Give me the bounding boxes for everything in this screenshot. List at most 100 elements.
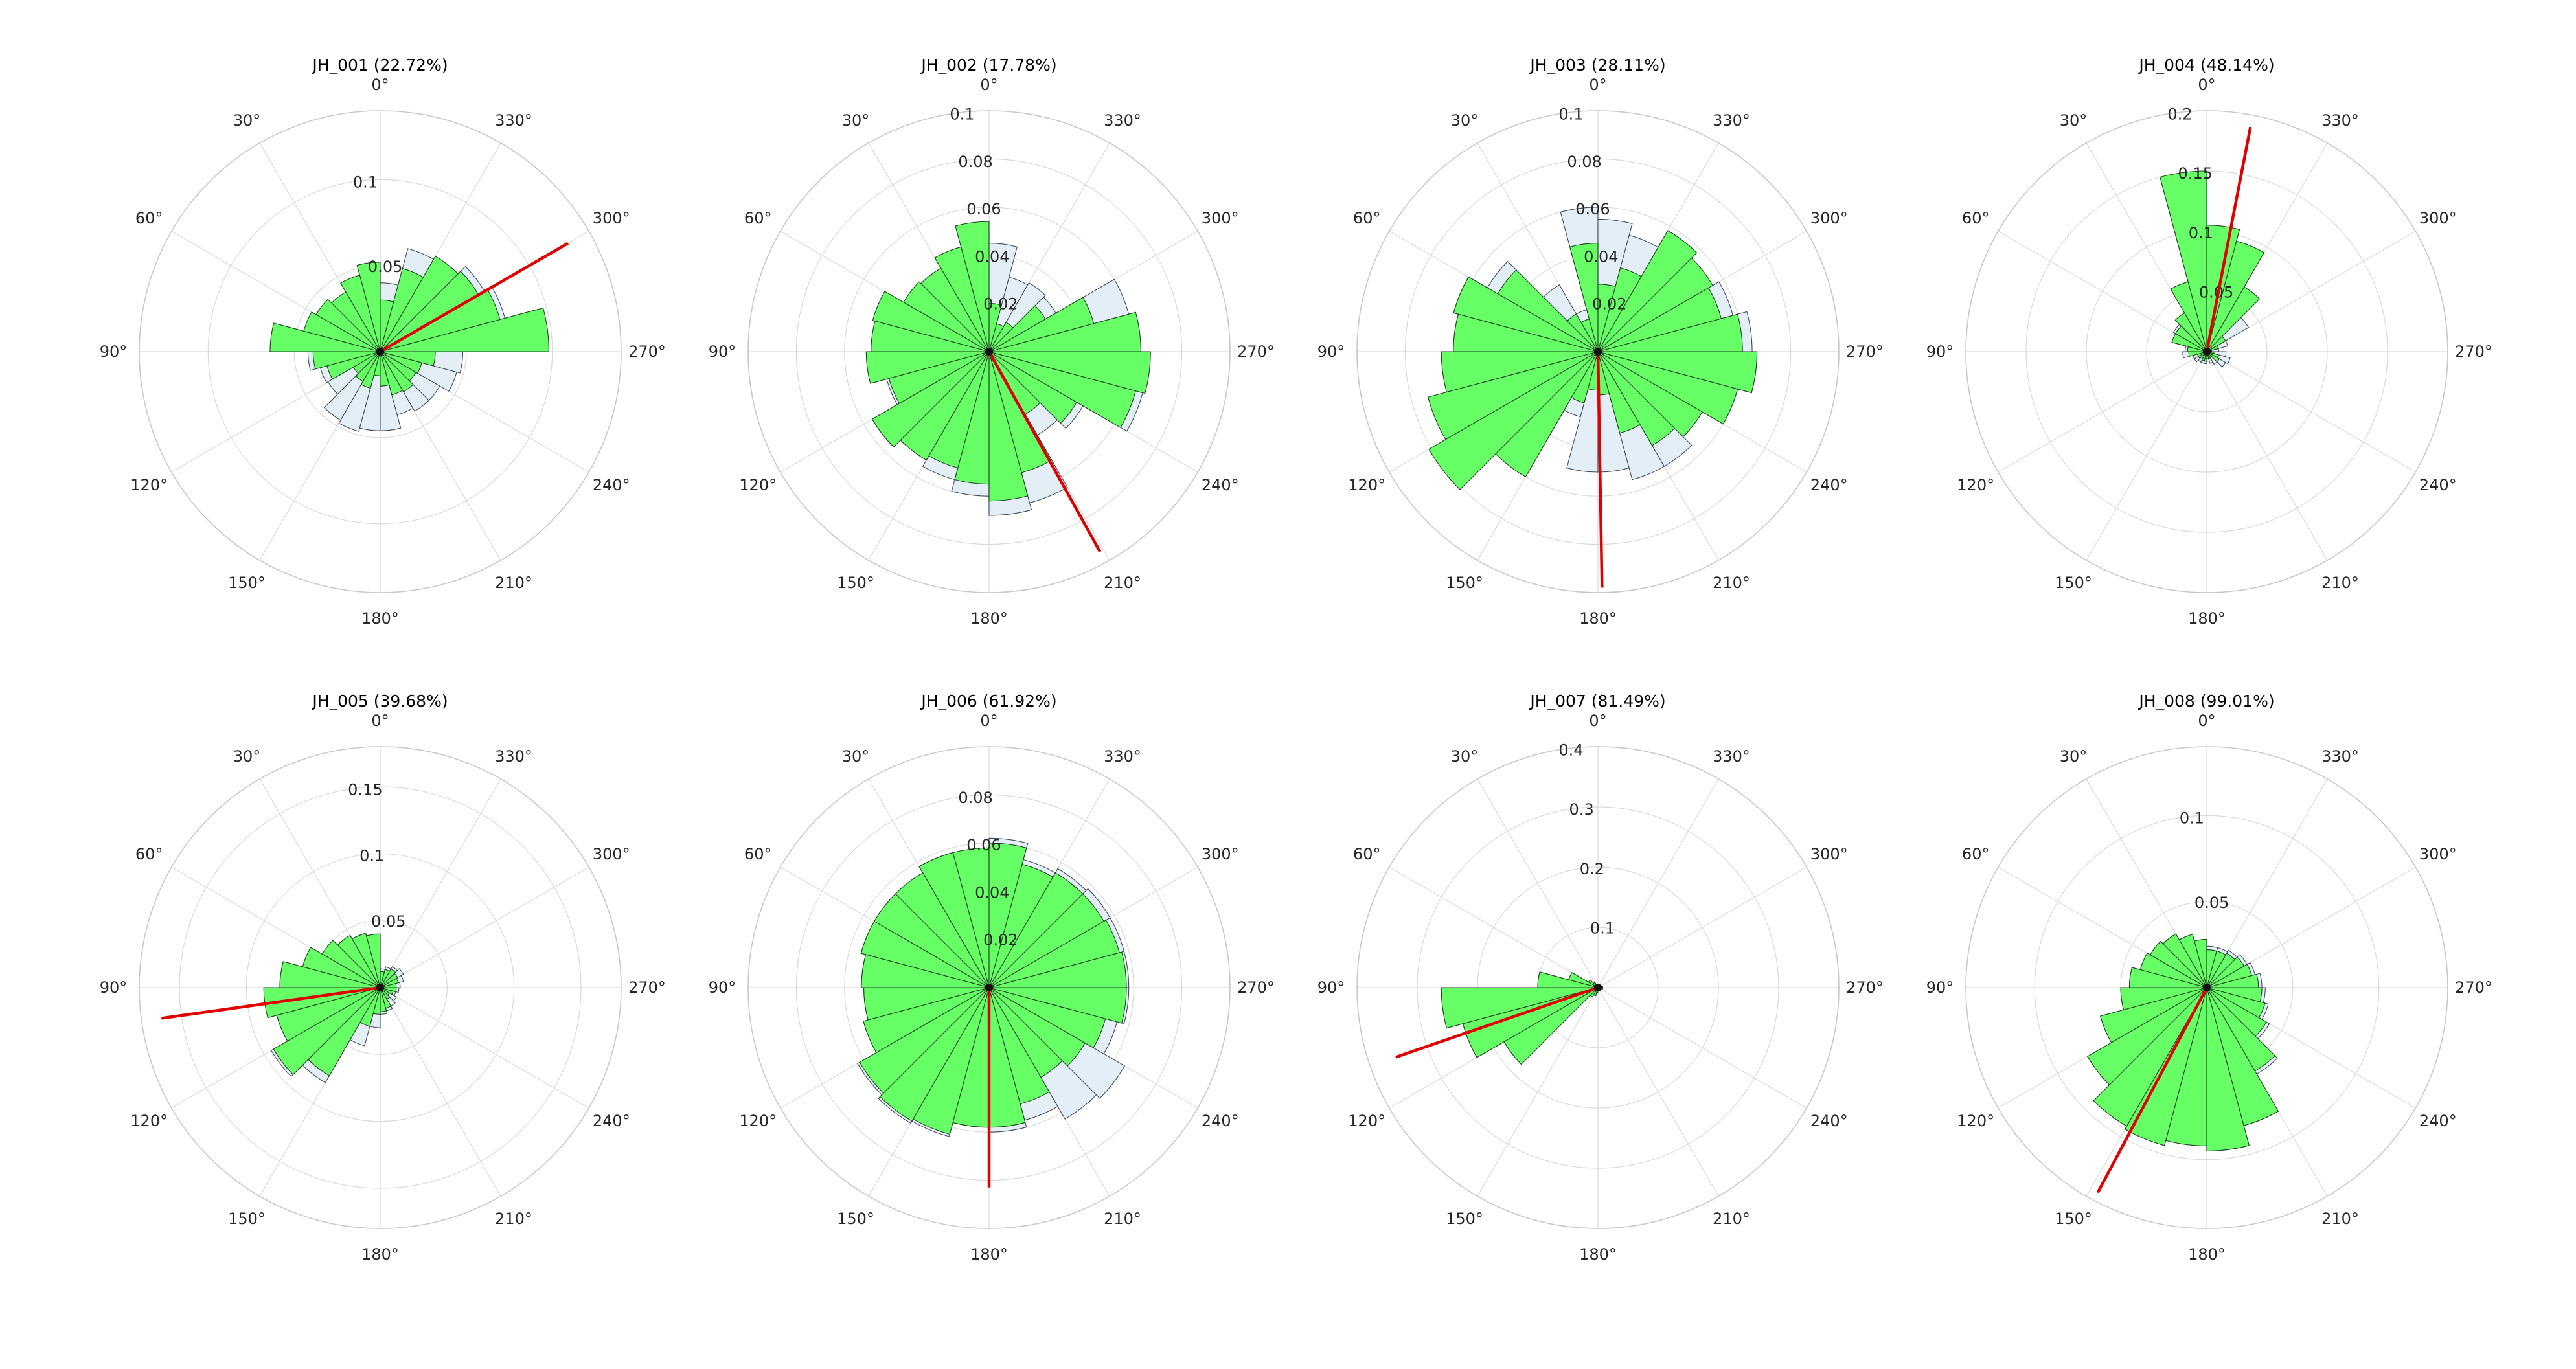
data-bar — [1428, 351, 1599, 490]
radial-tick-label: 0.04 — [975, 883, 1009, 901]
angle-tick-label: 180° — [970, 609, 1008, 628]
data-bar — [934, 246, 990, 352]
data-bar — [988, 987, 1050, 1105]
angle-tick-label: 30° — [1451, 111, 1479, 130]
radial-tick-label: 0.1 — [2180, 809, 2204, 827]
angle-tick-label: 90° — [1926, 979, 1954, 997]
radial-tick-label: 0.1 — [2189, 224, 2213, 242]
angle-tick-label: 210° — [2321, 574, 2359, 592]
polar-frame — [1356, 746, 1840, 1229]
mean-direction-line — [2096, 986, 2208, 1194]
center-dot — [1594, 348, 1602, 356]
radial-tick-label: 0.05 — [371, 912, 405, 931]
data-bar — [340, 275, 381, 352]
chart-title: JH_008 (99.01%) — [2137, 692, 2274, 710]
radial-gridline — [795, 158, 1183, 545]
data-bar — [988, 305, 1046, 352]
radial-tick-label: 0.1 — [1590, 919, 1615, 937]
center-dot — [985, 348, 993, 356]
data-bar — [2206, 964, 2252, 988]
data-bar — [2206, 225, 2240, 352]
data-bar — [380, 307, 549, 352]
angle-tick-label: 150° — [2055, 1210, 2092, 1228]
angle-tick-label: 120° — [1957, 476, 1994, 494]
angle-tick-label: 180° — [361, 1245, 399, 1263]
radial-tick-label: 0.1 — [359, 846, 384, 865]
radial-gridline — [2034, 815, 2380, 1160]
polar-frame — [1965, 110, 2448, 593]
polar-chart-8: 0.05 0.1 0° 30° 60° 90° 120° 150° 180° 210° 240° 27… — [1926, 692, 2492, 1263]
center-dot — [376, 984, 384, 991]
radial-gridline — [1417, 806, 1779, 1169]
data-bar — [2171, 333, 2207, 352]
data-bar — [2206, 987, 2263, 1002]
angle-tick-label: 0° — [980, 712, 997, 730]
angle-tick-label: 330° — [2321, 747, 2359, 765]
data-bar — [308, 987, 381, 1076]
angle-tick-label: 90° — [100, 979, 128, 997]
center-dot — [376, 348, 384, 356]
angle-tick-label: 240° — [1810, 1112, 1848, 1130]
angle-tick-label: 180° — [361, 609, 399, 628]
radial-tick-label: 0.08 — [958, 789, 992, 807]
radial-gridline — [1404, 158, 1792, 545]
center-dot — [2203, 984, 2211, 991]
data-bar — [2187, 346, 2207, 352]
angle-tick-label: 240° — [1202, 476, 1239, 494]
angle-tick-label: 60° — [1962, 845, 1990, 863]
data-bar — [2206, 953, 2235, 988]
chart-title: JH_006 (61.92%) — [920, 692, 1056, 710]
angle-tick-label: 60° — [744, 209, 772, 227]
polar-chart-6: 0.02 0.04 0.06 0.08 0° 30° 60° 90° 120° 150° 180° 2… — [709, 692, 1275, 1263]
angle-tick-label: 150° — [837, 574, 874, 592]
polar-frame — [747, 746, 1231, 1229]
data-bar — [988, 872, 1084, 988]
radial-tick-label: 0.06 — [1575, 200, 1610, 218]
data-bar — [380, 969, 391, 988]
angle-tick-label: 270° — [1846, 979, 1884, 997]
radial-tick-label: 0.2 — [2167, 106, 2192, 124]
angle-tick-label: 330° — [495, 747, 532, 765]
angle-tick-label: 270° — [1237, 343, 1275, 361]
radial-tick-label: 0.4 — [1558, 741, 1583, 760]
angle-tick-label: 0° — [1589, 76, 1606, 94]
data-bar — [2206, 949, 2217, 988]
angle-tick-label: 60° — [1353, 845, 1381, 863]
angle-tick-label: 120° — [739, 476, 777, 494]
data-bar — [913, 987, 990, 1135]
angle-tick-label: 30° — [1451, 747, 1479, 765]
angle-tick-label: 180° — [1579, 609, 1617, 628]
angle-tick-label: 270° — [628, 979, 666, 997]
angle-tick-label: 210° — [495, 574, 532, 592]
radial-tick-label: 0.15 — [2178, 164, 2213, 183]
radial-tick-label: 0.04 — [1584, 247, 1618, 266]
data-bar — [1597, 284, 1616, 352]
angle-tick-label: 0° — [1589, 712, 1606, 730]
angle-tick-label: 300° — [1810, 209, 1848, 227]
data-bar — [380, 971, 385, 988]
data-bar — [2206, 956, 2245, 988]
chart-title: JH_001 (22.72%) — [311, 56, 448, 74]
data-bar — [988, 322, 1014, 352]
chart-title: JH_002 (17.78%) — [920, 56, 1056, 74]
polar-chart-3: 0.02 0.04 0.06 0.08 0.1 0° 30° 60° 90° 120° 150° 18… — [1317, 56, 1884, 628]
data-bar — [988, 920, 1120, 988]
mean-direction-line — [1395, 986, 1599, 1059]
angle-tick-label: 120° — [130, 476, 168, 494]
mean-direction-line — [1596, 351, 1604, 588]
angle-tick-label: 330° — [1713, 747, 1750, 765]
angle-tick-label: 270° — [1237, 979, 1275, 997]
angle-tick-label: 150° — [228, 574, 266, 592]
angle-tick-label: 30° — [842, 747, 870, 765]
data-bar — [872, 291, 990, 352]
data-bar — [2206, 987, 2267, 1037]
data-bar — [1597, 230, 1698, 352]
angle-tick-label: 300° — [593, 209, 630, 227]
chart-title: JH_003 (28.11%) — [1529, 56, 1665, 74]
data-bar — [361, 351, 381, 389]
angle-tick-label: 300° — [1202, 845, 1239, 863]
data-bar — [871, 351, 990, 448]
radial-tick-label: 0.1 — [950, 106, 974, 124]
angle-tick-label: 300° — [1810, 845, 1848, 863]
